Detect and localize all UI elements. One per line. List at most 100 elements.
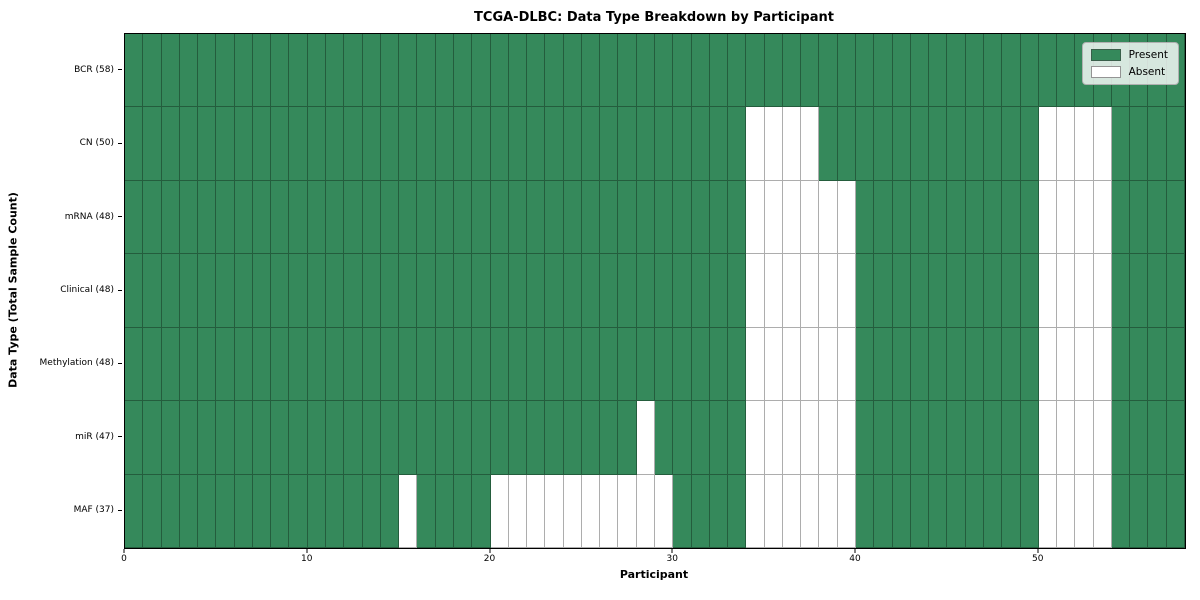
legend-label-present: Present [1128,49,1168,61]
heatmap-cell [435,34,454,108]
heatmap-cell [527,180,546,255]
x-tick-mark [489,549,491,553]
heatmap-cell [728,401,747,475]
heatmap-cell [801,107,820,181]
heatmap-cell [1148,180,1167,255]
heatmap-cell [453,254,473,328]
y-tick-mark [118,436,122,438]
heatmap-cell [892,107,911,181]
heatmap-cell [271,327,290,402]
heatmap-cell [326,401,345,475]
heatmap-cell [198,34,217,108]
heatmap-cell [417,107,436,181]
heatmap-cell [819,474,838,548]
heatmap-cell [179,401,199,475]
heatmap-cell [453,34,473,108]
heatmap-cell [545,254,564,328]
heatmap-cell [472,327,491,402]
heatmap-cell [1002,327,1021,402]
heatmap-cell [983,180,1003,255]
heatmap-cell [1166,107,1185,181]
heatmap-cell [252,180,272,255]
heatmap-cell [125,254,144,328]
heatmap-cell [289,327,308,402]
heatmap-cell [929,401,948,475]
x-axis-tick-labels: 0 10 20 30 40 50 [121,549,1184,567]
heatmap-cell [801,34,820,108]
heatmap-cell [545,474,564,548]
heatmap-cell [1038,34,1058,108]
heatmap-cell [545,34,564,108]
heatmap-cell [417,401,436,475]
heatmap-cell [545,107,564,181]
heatmap-cell [728,107,747,181]
heatmap-cell [801,327,820,402]
heatmap-cell [435,474,454,548]
heatmap-cell [143,401,162,475]
heatmap-cell [728,254,747,328]
heatmap-cell [837,401,857,475]
heatmap-cell [380,327,400,402]
heatmap-cell [399,254,418,328]
heatmap-cell [874,180,893,255]
heatmap-cell [143,327,162,402]
heatmap-cell [289,180,308,255]
heatmap-cell [874,401,893,475]
heatmap-cell [326,327,345,402]
heatmap-cell [764,327,783,402]
heatmap-cell [490,401,509,475]
heatmap-cell [654,107,674,181]
heatmap-cell [399,401,418,475]
heatmap-cell [837,254,857,328]
heatmap-cell [125,474,144,548]
x-tick-label: 30 [666,554,678,564]
heatmap-cell [892,34,911,108]
heatmap-cell [965,180,984,255]
heatmap-cell [143,107,162,181]
heatmap-cell [380,474,400,548]
heatmap-cell [691,107,710,181]
heatmap-cell [453,327,473,402]
heatmap-cell [399,474,418,548]
heatmap-cell [508,254,528,328]
heatmap-cell [527,107,546,181]
x-tick-label: 0 [121,554,127,564]
heatmap-cell [472,474,491,548]
x-tick-mark [1037,549,1039,553]
heatmap-cell [161,401,180,475]
heatmap-cell [490,474,509,548]
x-tick-mark [123,549,125,553]
x-tick-label: 40 [849,554,861,564]
heatmap-cell [307,107,327,181]
heatmap-cell [362,327,381,402]
heatmap-cell [1020,34,1039,108]
heatmap-cell [380,34,400,108]
heatmap-cell [874,107,893,181]
heatmap-cell [271,107,290,181]
heatmap-cell [380,254,400,328]
heatmap-cell [527,254,546,328]
heatmap-cell [1148,327,1167,402]
y-tick: miR (47) [75,432,122,442]
y-tick: Clinical (48) [60,285,122,295]
heatmap-cell [1111,180,1131,255]
heatmap-cell [234,34,253,108]
heatmap-cell [764,401,783,475]
heatmap-cell [1075,254,1094,328]
heatmap-cell [1166,327,1185,402]
heatmap-cell [216,401,235,475]
heatmap-cell [782,34,802,108]
heatmap-cell [1002,474,1021,548]
heatmap-cell [856,327,875,402]
heatmap-cell [326,474,345,548]
heatmap-cell [545,401,564,475]
y-tick: MAF (37) [74,505,122,515]
heatmap-cell [326,180,345,255]
heatmap-cell [1130,474,1149,548]
heatmap-cell [947,474,966,548]
heatmap-cell [453,180,473,255]
heatmap-cell [545,180,564,255]
heatmap-cell [709,180,729,255]
heatmap-cell [892,254,911,328]
heatmap-cell [728,34,747,108]
